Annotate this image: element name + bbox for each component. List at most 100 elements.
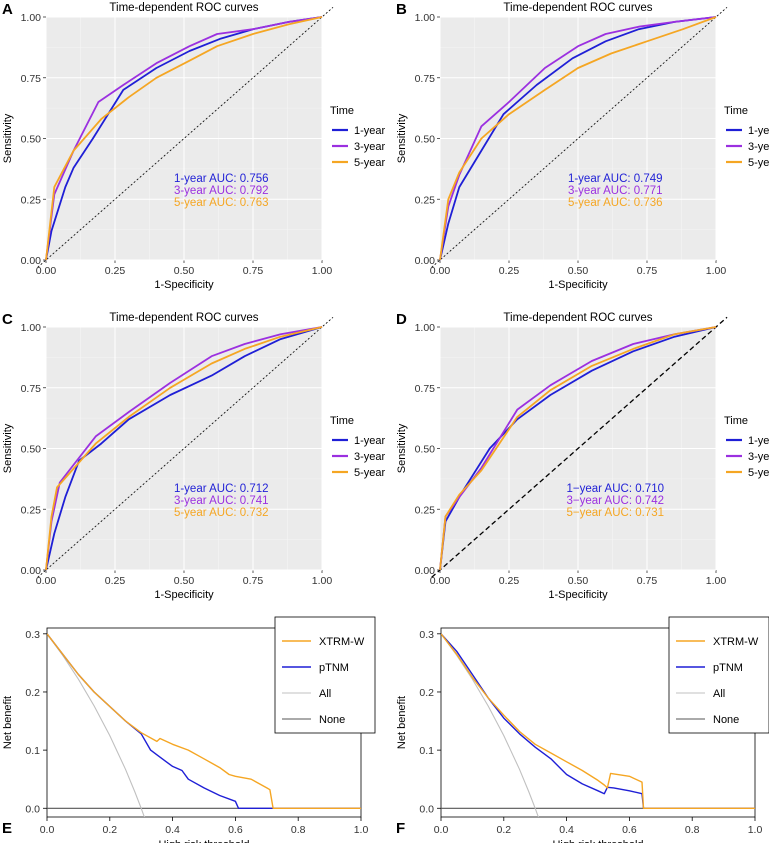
x-tick-label: 0.4 [165,824,180,836]
y-tick-label: 1.00 [415,12,436,24]
y-tick-label: 0.00 [21,565,42,577]
panel-c: C 0.00 0.25 0.50 0.75 1.00 0.00 0.25 0.50 0.75 1.0… [2,311,386,601]
x-tick-label: 0.0 [434,824,449,836]
x-tick-label: 1.00 [706,265,727,277]
auc-annotation: 3-year AUC: 0.771 [568,185,663,197]
legend-label: All [319,688,331,700]
roc-curve-5-year [439,326,717,571]
y-axis-label: Sensitivity [396,113,408,163]
x-tick-label: 1.0 [354,824,369,836]
x-tick-label: 0.00 [36,265,57,277]
y-tick-label: 0.3 [419,629,434,641]
auc-annotation: 1-year AUC: 0.712 [174,483,269,495]
x-tick-label: 0.00 [430,265,451,277]
panel-d: D 0.00 0.25 0.50 0.75 1.00 0.00 0.25 0.50 0.75 1.0… [396,311,769,601]
legend-label: 1-year [748,435,769,447]
legend-label: None [319,714,345,726]
legend-label: 5-year [354,157,386,169]
x-tick-label: 0.25 [499,265,520,277]
y-axis-label: Sensitivity [2,113,14,163]
roc-curve-3-year [45,16,323,261]
x-tick-label: 0.2 [496,824,511,836]
x-axis-label: 1-Specificity [154,589,214,601]
y-tick-label: 0.50 [415,444,436,456]
roc-curve-3-year [439,16,717,261]
auc-annotation: 1-year AUC: 0.749 [568,173,663,185]
roc-curve-5-year [45,16,323,261]
x-tick-label: 0.4 [559,824,574,836]
y-tick-label: 0.50 [21,444,42,456]
y-axis-label: Sensitivity [2,423,14,473]
roc-curve-1-year [439,16,717,261]
x-axis-label: High risk threshold [552,839,643,843]
dca-curve-XTRM-W [441,633,755,809]
y-axis-label: Net benefit [396,696,408,749]
legend-box [668,616,769,734]
panel-e: E 0.0 0.2 0.4 0.6 0.8 1.0 0.0 0.1 0.2 0.3 High risk… [2,616,376,843]
y-tick-label: 0.00 [415,255,436,267]
y-tick-label: 0.00 [415,565,436,577]
x-tick-label: 0.6 [622,824,637,836]
panel-f: F 0.0 0.2 0.4 0.6 0.8 1.0 0.0 0.1 0.2 0.3 High risk… [396,616,769,843]
y-tick-label: 0.75 [21,73,42,85]
roc-curve-3-year [45,326,323,571]
x-tick-label: 0.25 [105,575,126,587]
legend-title: Time [330,415,354,427]
roc-curve-5-year [439,16,717,261]
auc-annotation: 3−year AUC: 0.742 [567,495,665,507]
auc-annotation: 1−year AUC: 0.710 [567,483,665,495]
y-tick-label: 0.75 [415,383,436,395]
y-tick-label: 1.00 [21,322,42,334]
dca-curve-XTRM-W [47,633,361,809]
y-tick-label: 1.00 [21,12,42,24]
dca-curve-All [47,633,145,817]
auc-annotation: 5-year AUC: 0.736 [568,197,663,209]
legend-label: pTNM [713,662,743,674]
x-tick-label: 1.00 [706,575,727,587]
panel-label: E [2,820,12,837]
x-tick-label: 0.50 [568,575,589,587]
y-tick-label: 0.50 [21,134,42,146]
y-tick-label: 0.25 [415,504,436,516]
y-tick-label: 0.25 [21,194,42,206]
legend-label: 1-year [354,435,386,447]
panel-label: B [396,1,407,18]
x-axis-label: 1-Specificity [154,279,214,291]
legend-label: 1-year [354,125,386,137]
x-tick-label: 1.00 [312,575,333,587]
panel-label: F [396,820,405,837]
x-tick-label: 1.0 [748,824,763,836]
dca-curve-All [441,633,539,817]
reference-diagonal [431,6,728,268]
auc-annotation: 5−year AUC: 0.731 [567,507,665,519]
x-axis-label: 1-Specificity [548,589,608,601]
y-tick-label: 0.00 [21,255,42,267]
auc-annotation: 3-year AUC: 0.741 [174,495,269,507]
legend-label: None [713,714,739,726]
y-tick-label: 0.1 [419,745,434,757]
legend-label: XTRM-W [319,636,365,648]
legend-label: pTNM [319,662,349,674]
y-tick-label: 1.00 [415,322,436,334]
roc-curve-1-year [439,326,717,571]
panel-a: A 0.00 0.25 0.50 0.75 1.00 0.00 0.25 0.50 0.75 1.0… [2,1,386,291]
panel-label: A [2,1,13,18]
plot-area [441,633,755,817]
x-tick-label: 0.2 [102,824,117,836]
auc-annotation: 3-year AUC: 0.792 [174,185,269,197]
panel-label: D [396,311,407,328]
legend-label: 5-year [748,157,769,169]
legend-label: 3-year [748,141,769,153]
roc-curve-1-year [45,326,323,571]
x-axis-label: High risk threshold [158,839,249,843]
legend-label: XTRM-W [713,636,759,648]
legend-label: 3-year [354,451,386,463]
x-axis-label: 1-Specificity [548,279,608,291]
y-tick-label: 0.1 [25,745,40,757]
y-tick-label: 0.75 [415,73,436,85]
roc-curve-5-year [45,326,323,571]
x-tick-label: 1.00 [312,265,333,277]
chart-title: Time-dependent ROC curves [503,2,652,14]
legend-label: 5-year [354,467,386,479]
